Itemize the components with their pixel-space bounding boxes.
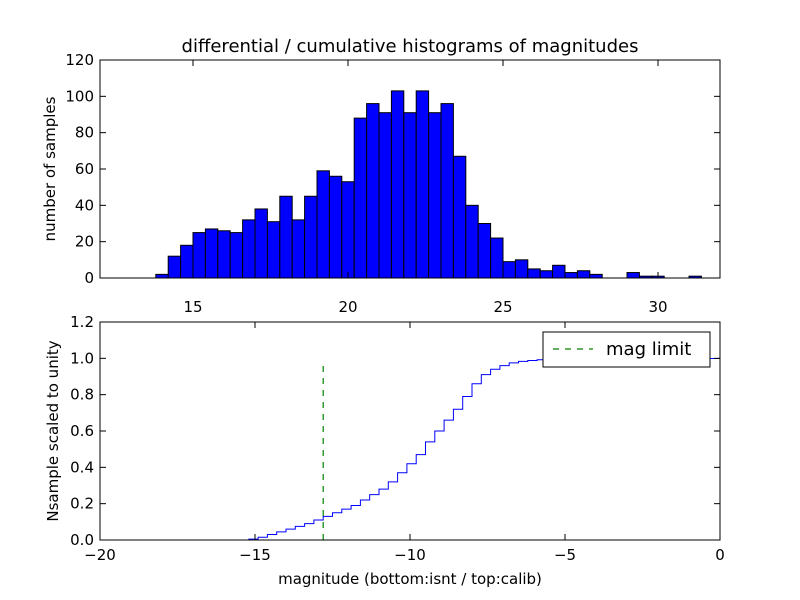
x-axis-label: magnitude (bottom:isnt / top:calib): [278, 570, 542, 588]
histogram-bar: [217, 230, 231, 279]
histogram-bar: [415, 90, 430, 279]
histogram-bars: [155, 90, 702, 279]
histogram-bar: [403, 112, 417, 279]
x-tick-label: −5: [554, 546, 576, 564]
histogram-y-label: number of samples: [41, 96, 59, 241]
histogram-bar: [539, 270, 554, 279]
histogram-bar: [180, 244, 194, 279]
y-tick-label: 1.0: [70, 349, 94, 367]
y-tick-label: 40: [75, 196, 94, 214]
histogram-bar: [229, 232, 244, 279]
x-tick-label: 15: [183, 298, 202, 316]
cumulative-panel: −20 −15 −10 −5 0 0.0 0.2 0.4 0.6 0.8 1.0 1.2 Nsampl…: [44, 313, 725, 588]
y-tick-label: 0.4: [70, 458, 94, 476]
histogram-bar: [291, 219, 306, 279]
histogram-bar: [428, 112, 442, 279]
histogram-bar: [155, 273, 169, 279]
histogram-bar: [366, 103, 380, 279]
histogram-bar: [552, 264, 566, 279]
x-tick-label: 30: [648, 298, 667, 316]
cumulative-frame: [99, 321, 721, 541]
y-tick-label: 100: [65, 87, 94, 105]
cumulative-ticks: −20 −15 −10 −5 0 0.0 0.2 0.4 0.6 0.8 1.0 1.2: [70, 313, 725, 564]
histogram-bar: [477, 223, 492, 279]
chart-title: differential / cumulative histograms of …: [182, 36, 639, 57]
histogram-bar: [626, 272, 640, 279]
histogram-bar: [465, 204, 479, 279]
histogram-bar: [527, 268, 541, 279]
y-tick-label: 20: [75, 233, 94, 251]
y-tick-label: 1.2: [70, 313, 94, 331]
histogram-bar: [242, 219, 256, 279]
histogram-bar: [192, 232, 206, 279]
histogram-bar: [589, 273, 603, 279]
y-tick-label: 0: [84, 269, 94, 287]
cumulative-y-label: Nsample scaled to unity: [44, 340, 62, 521]
x-tick-label: 0: [715, 546, 725, 564]
histogram-bar: [452, 155, 467, 279]
y-tick-label: 120: [65, 51, 94, 69]
y-tick-label: 0.6: [70, 422, 94, 440]
y-tick-label: 80: [75, 124, 94, 142]
histogram-bar: [304, 195, 318, 279]
histogram-bar: [341, 181, 355, 279]
x-tick-label: −20: [84, 546, 116, 564]
histogram-bar: [440, 103, 454, 279]
histogram-bar: [502, 261, 516, 279]
x-tick-label: 25: [493, 298, 512, 316]
y-tick-label: 60: [75, 160, 94, 178]
histogram-ticks: 15 20 25 30 0 20 40 60 80 100 120: [65, 51, 720, 316]
histogram-bar: [316, 170, 330, 279]
legend-label: mag limit: [606, 339, 691, 360]
histogram-bar: [564, 272, 578, 279]
legend: mag limit: [542, 331, 711, 368]
y-tick-label: 0.0: [70, 531, 94, 549]
x-tick-label: 20: [338, 298, 357, 316]
histogram-bar: [279, 195, 293, 279]
histogram-bar: [390, 90, 405, 279]
histogram-bar: [328, 175, 343, 279]
histogram-bar: [514, 259, 529, 279]
histogram-bar: [266, 221, 281, 279]
cumulative-line: [100, 357, 721, 541]
histogram-panel: differential / cumulative histograms of …: [41, 36, 721, 316]
y-tick-label: 0.8: [70, 386, 94, 404]
histogram-bar: [353, 117, 368, 279]
histogram-bar: [167, 255, 182, 279]
histogram-bar: [378, 112, 392, 279]
histogram-bar: [490, 237, 504, 279]
x-tick-label: −15: [239, 546, 271, 564]
x-tick-label: −10: [394, 546, 426, 564]
histogram-bar: [254, 208, 268, 279]
histogram-bar: [576, 270, 591, 279]
y-tick-label: 0.2: [70, 495, 94, 513]
histogram-frame: [99, 59, 721, 279]
histogram-bar: [204, 228, 219, 279]
